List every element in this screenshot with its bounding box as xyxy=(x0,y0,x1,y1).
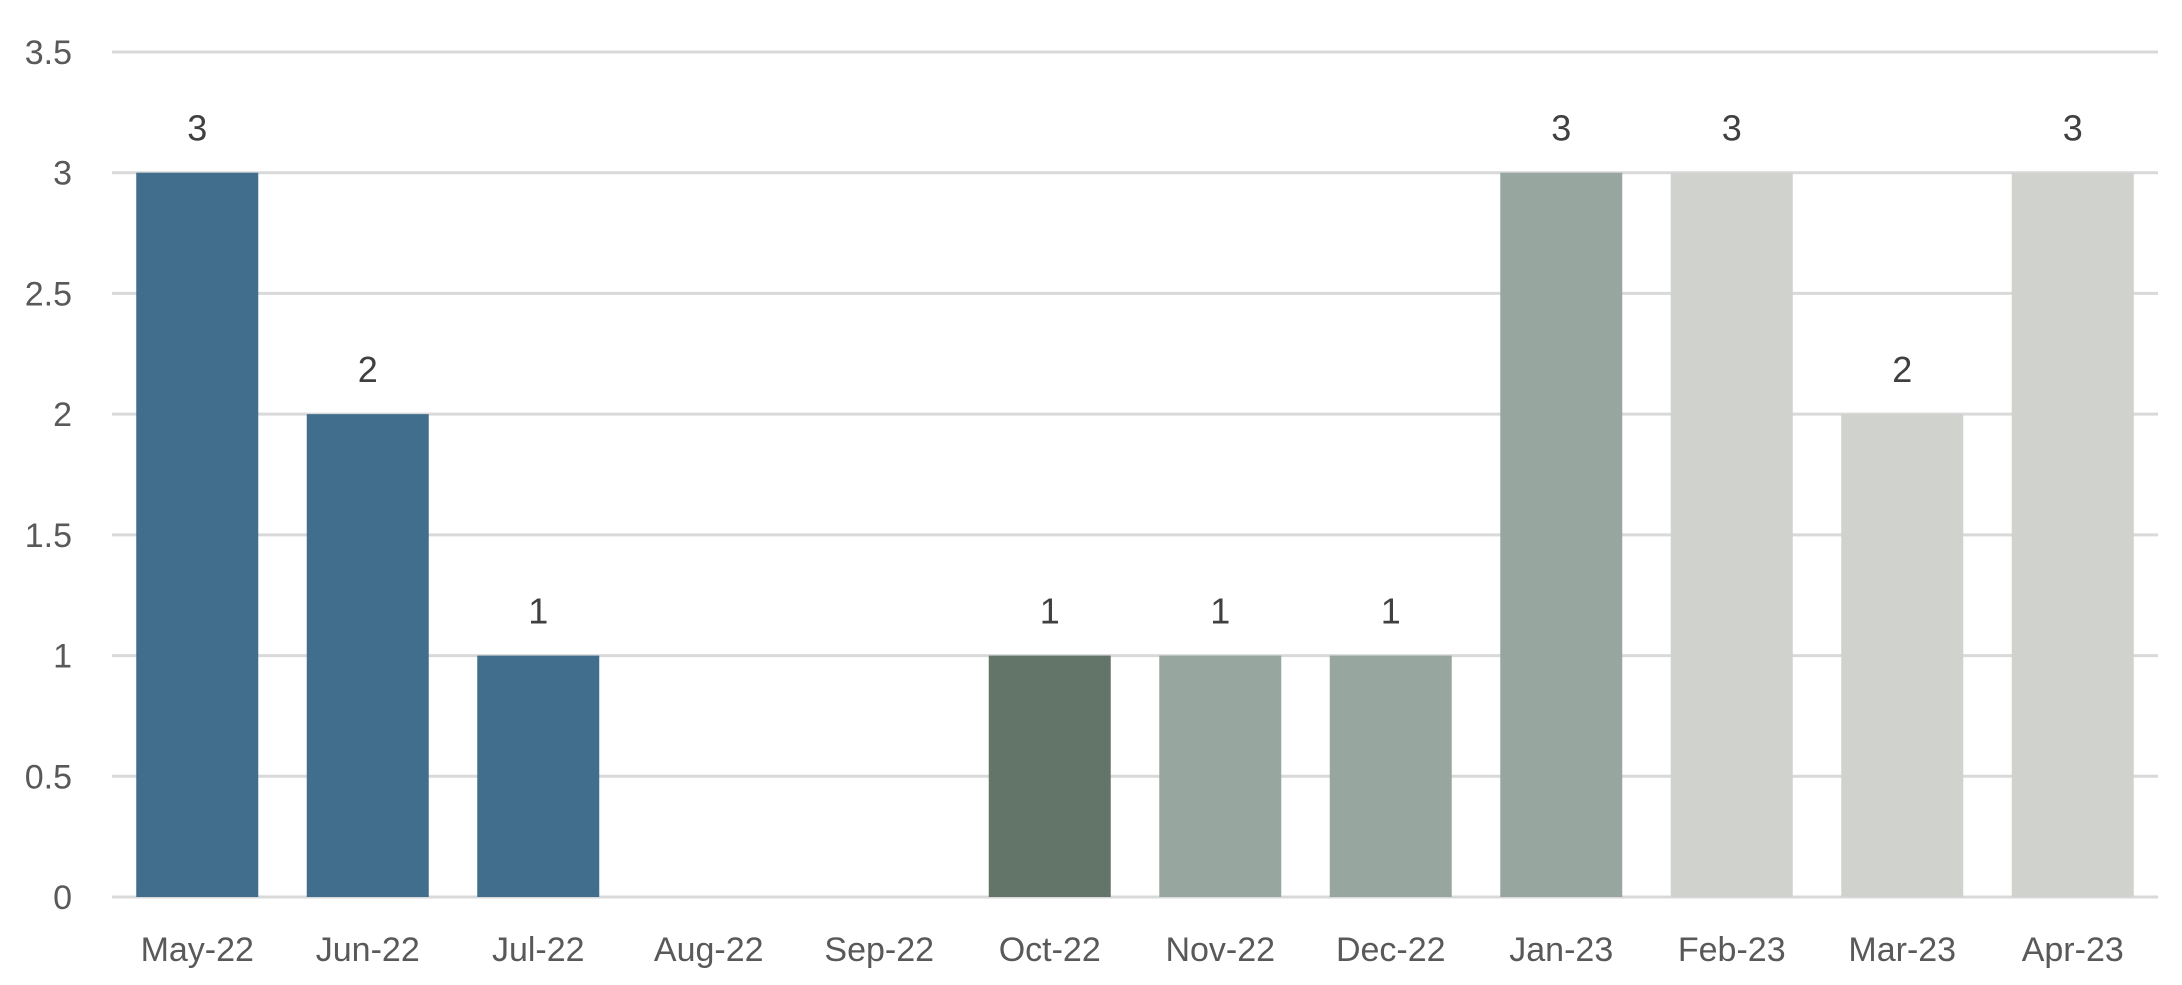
x-tick-label: Sep-22 xyxy=(824,931,934,969)
y-tick-label: 1.5 xyxy=(25,517,72,555)
data-label: 3 xyxy=(1551,108,1571,149)
y-axis-tick-labels: 0 0.5 1 1.5 2 2.5 3 3.5 xyxy=(25,34,72,917)
x-tick-label: May-22 xyxy=(141,931,254,969)
bars xyxy=(136,172,2134,897)
bar xyxy=(2011,172,2134,897)
x-tick-label: Aug-22 xyxy=(654,931,764,969)
bar xyxy=(1159,655,1282,897)
gridlines xyxy=(112,50,2158,899)
data-label: 1 xyxy=(1040,591,1060,632)
data-label: 1 xyxy=(528,591,548,632)
x-tick-label: Mar-23 xyxy=(1848,931,1956,969)
bar xyxy=(1670,172,1793,897)
y-tick-label: 3 xyxy=(53,155,72,193)
y-tick-label: 2.5 xyxy=(25,275,72,313)
data-label: 2 xyxy=(358,349,378,390)
data-label: 1 xyxy=(1210,591,1230,632)
x-tick-label: Jan-23 xyxy=(1509,931,1613,969)
y-tick-label: 3.5 xyxy=(25,34,72,72)
data-labels: 3 2 1 1 1 1 3 3 2 3 xyxy=(187,108,2083,632)
data-label: 2 xyxy=(1892,349,1912,390)
bar xyxy=(1500,172,1623,897)
y-tick-label: 2 xyxy=(53,396,72,434)
x-tick-label: Jul-22 xyxy=(492,931,585,969)
x-tick-label: Dec-22 xyxy=(1336,931,1446,969)
bar xyxy=(1841,414,1964,897)
bar xyxy=(306,414,429,897)
bar xyxy=(988,655,1111,897)
x-tick-label: Apr-23 xyxy=(2022,931,2124,969)
x-axis-tick-labels: May-22 Jun-22 Jul-22 Aug-22 Sep-22 Oct-22 Nov-… xyxy=(141,931,2124,969)
bar xyxy=(477,655,600,897)
x-tick-label: Jun-22 xyxy=(316,931,420,969)
data-label: 3 xyxy=(2063,108,2083,149)
x-tick-label: Oct-22 xyxy=(999,931,1101,969)
data-label: 3 xyxy=(187,108,207,149)
x-tick-label: Nov-22 xyxy=(1165,931,1275,969)
y-tick-label: 0.5 xyxy=(25,758,72,796)
bar xyxy=(136,172,259,897)
bar xyxy=(1329,655,1452,897)
x-tick-label: Feb-23 xyxy=(1678,931,1786,969)
data-label: 3 xyxy=(1722,108,1742,149)
y-tick-label: 0 xyxy=(53,879,72,917)
data-label: 1 xyxy=(1381,591,1401,632)
y-tick-label: 1 xyxy=(53,638,72,676)
